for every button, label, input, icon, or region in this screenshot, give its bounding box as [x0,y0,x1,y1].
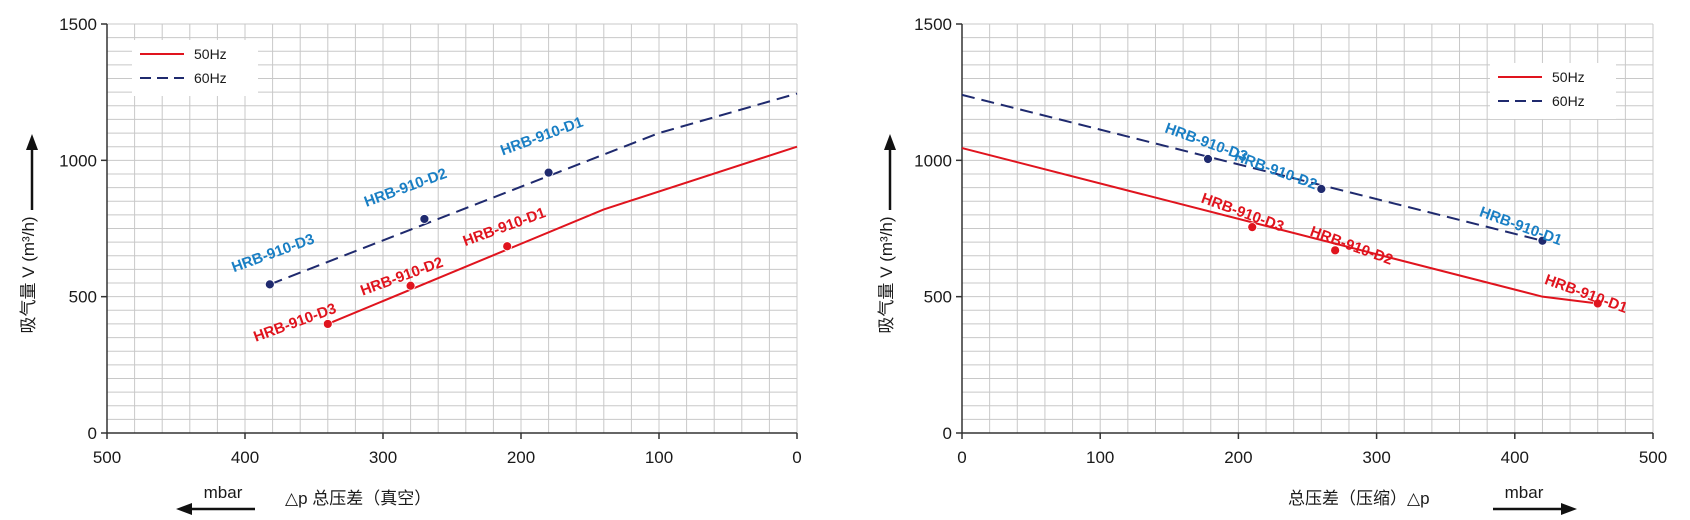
x-tick-label: 200 [507,448,535,467]
y-tick-label: 0 [88,424,97,443]
data-point [1330,245,1341,256]
data-point [502,241,513,252]
data-point [1316,184,1327,194]
data-point [1592,298,1603,309]
x-tick-label: 100 [1086,448,1114,467]
x-tick-label: 400 [1501,448,1529,467]
x-axis-label: 总压差（压缩）△p [1288,489,1430,508]
y-axis-arrow-head [884,134,896,150]
x-axis-arrow-head [176,503,192,515]
x-tick-label: 400 [231,448,259,467]
y-tick-label: 0 [943,424,952,443]
data-point [322,319,333,329]
y-tick-label: 1000 [914,151,952,170]
y-tick-label: 500 [69,288,97,307]
x-axis-unit: mbar [1505,483,1544,502]
legend-box [1490,63,1616,119]
legend-label: 50Hz [1552,69,1585,85]
data-point [405,280,416,291]
data-point [1203,154,1213,164]
legend: 50Hz 60Hz [1490,63,1616,119]
y-tick-label: 1500 [914,15,952,34]
legend-box [132,40,258,96]
x-axis-unit: mbar [204,483,243,502]
y-axis-arrow-head [26,134,38,150]
legend-label: 60Hz [1552,93,1585,109]
series-line-50Hz [327,145,798,325]
y-axis-label: 吸气量 V (m³/h) [19,216,38,333]
x-tick-label: 0 [957,448,966,467]
x-tick-label: 500 [1639,448,1667,467]
x-tick-label: 500 [93,448,121,467]
point-label: HRB-910-D2 [1232,148,1319,194]
data-point [419,214,430,224]
y-tick-label: 500 [924,288,952,307]
legend-label: 50Hz [194,46,227,62]
y-tick-label: 1500 [59,15,97,34]
x-tick-label: 300 [1362,448,1390,467]
x-tick-label: 200 [1224,448,1252,467]
legend: 50Hz 60Hz [132,40,258,96]
data-point [1537,235,1548,246]
x-tick-label: 0 [792,448,801,467]
point-label: HRB-910-D1 [498,114,585,160]
series-line-50Hz [961,147,1598,305]
legend-label: 60Hz [194,70,227,86]
y-tick-label: 1000 [59,151,97,170]
data-point [264,279,275,290]
y-axis-label: 吸气量 V (m³/h) [877,216,896,333]
x-axis-arrow-head [1561,503,1577,515]
x-tick-label: 300 [369,448,397,467]
x-tick-label: 100 [645,448,673,467]
data-point [1247,222,1258,233]
x-axis-label: △p 总压差（真空） [285,489,431,508]
data-point [543,167,554,178]
